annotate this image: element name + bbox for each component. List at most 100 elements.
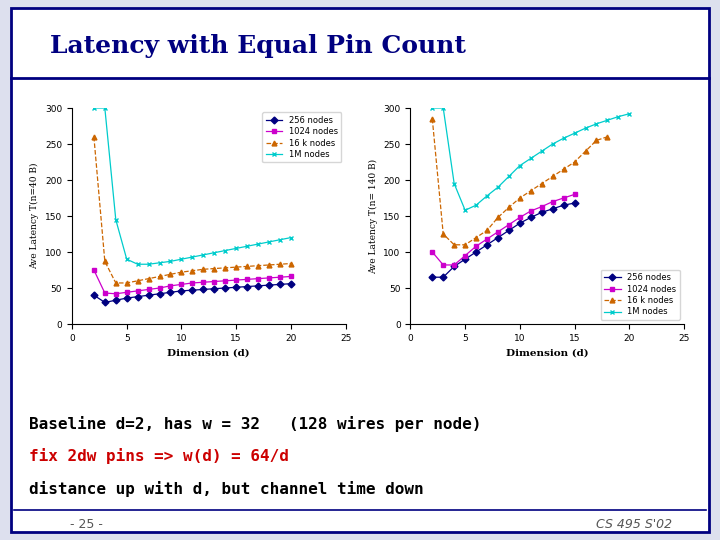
- 1M nodes: [144, 261, 153, 267]
- 1M nodes: [133, 261, 142, 267]
- 1M nodes: [581, 125, 590, 131]
- 1M nodes: [516, 163, 524, 169]
- 16 k nodes: [450, 241, 459, 248]
- 256 nodes: [276, 281, 284, 288]
- 16 k nodes: [570, 159, 579, 165]
- 1M nodes: [188, 254, 197, 260]
- 256 nodes: [482, 241, 491, 248]
- 1024 nodes: [559, 195, 568, 201]
- 16 k nodes: [253, 262, 262, 269]
- 256 nodes: [199, 286, 207, 293]
- 1024 nodes: [287, 273, 295, 280]
- 1M nodes: [101, 105, 109, 111]
- 16 k nodes: [526, 187, 535, 194]
- X-axis label: Dimension (d): Dimension (d): [168, 348, 250, 357]
- 1024 nodes: [243, 276, 251, 282]
- 1024 nodes: [112, 291, 120, 297]
- 16 k nodes: [428, 116, 436, 122]
- 256 nodes: [505, 227, 513, 234]
- 1M nodes: [156, 260, 164, 266]
- 1024 nodes: [232, 277, 240, 284]
- 1M nodes: [232, 245, 240, 252]
- 16 k nodes: [516, 195, 524, 201]
- 1M nodes: [243, 243, 251, 249]
- 1024 nodes: [494, 228, 503, 235]
- 1024 nodes: [156, 285, 164, 291]
- 256 nodes: [428, 274, 436, 280]
- 1M nodes: [287, 234, 295, 241]
- 256 nodes: [570, 200, 579, 206]
- 256 nodes: [472, 249, 480, 255]
- 1024 nodes: [549, 198, 557, 205]
- 256 nodes: [166, 289, 175, 295]
- 1M nodes: [166, 258, 175, 265]
- Line: 256 nodes: 256 nodes: [91, 281, 293, 305]
- 1M nodes: [526, 155, 535, 161]
- 1024 nodes: [144, 286, 153, 293]
- 1M nodes: [210, 249, 219, 256]
- 1M nodes: [592, 120, 600, 127]
- 1M nodes: [625, 111, 634, 117]
- 1M nodes: [482, 193, 491, 199]
- 1M nodes: [603, 117, 612, 124]
- Text: Baseline d=2, has w = 32   (128 wires per node): Baseline d=2, has w = 32 (128 wires per …: [29, 416, 481, 432]
- 1M nodes: [276, 237, 284, 243]
- 256 nodes: [516, 220, 524, 226]
- 16 k nodes: [221, 265, 230, 271]
- 16 k nodes: [101, 258, 109, 265]
- 1M nodes: [122, 256, 131, 262]
- 256 nodes: [253, 282, 262, 289]
- 1024 nodes: [133, 288, 142, 294]
- 1M nodes: [614, 113, 623, 120]
- Text: distance up with d, but channel time down: distance up with d, but channel time dow…: [29, 481, 423, 497]
- 256 nodes: [439, 274, 448, 280]
- 16 k nodes: [156, 273, 164, 280]
- 1M nodes: [253, 241, 262, 247]
- Y-axis label: Ave Latency T(n= 140 B): Ave Latency T(n= 140 B): [369, 158, 378, 274]
- 1M nodes: [112, 217, 120, 223]
- 16 k nodes: [122, 280, 131, 286]
- 1024 nodes: [166, 282, 175, 289]
- 1024 nodes: [516, 214, 524, 221]
- 1M nodes: [428, 105, 436, 111]
- Line: 16 k nodes: 16 k nodes: [91, 134, 293, 286]
- 256 nodes: [549, 206, 557, 212]
- 1024 nodes: [570, 191, 579, 198]
- 16 k nodes: [494, 214, 503, 221]
- 16 k nodes: [287, 260, 295, 267]
- Legend: 256 nodes, 1024 nodes, 16 k nodes, 1M nodes: 256 nodes, 1024 nodes, 16 k nodes, 1M no…: [262, 112, 341, 163]
- 1M nodes: [199, 252, 207, 258]
- 256 nodes: [101, 299, 109, 306]
- 16 k nodes: [461, 241, 469, 248]
- 1M nodes: [265, 239, 274, 245]
- Legend: 256 nodes, 1024 nodes, 16 k nodes, 1M nodes: 256 nodes, 1024 nodes, 16 k nodes, 1M no…: [600, 269, 680, 320]
- 1024 nodes: [276, 274, 284, 280]
- 256 nodes: [89, 292, 98, 299]
- 256 nodes: [526, 214, 535, 221]
- 1024 nodes: [450, 262, 459, 268]
- 1M nodes: [461, 207, 469, 213]
- 1024 nodes: [428, 249, 436, 255]
- 1024 nodes: [253, 275, 262, 282]
- 256 nodes: [232, 284, 240, 291]
- 1M nodes: [505, 173, 513, 180]
- Text: CS 495 S'02: CS 495 S'02: [595, 518, 672, 531]
- 16 k nodes: [505, 204, 513, 211]
- Line: 1M nodes: 1M nodes: [91, 105, 293, 267]
- 1024 nodes: [122, 289, 131, 295]
- 16 k nodes: [581, 148, 590, 154]
- 256 nodes: [537, 209, 546, 215]
- 16 k nodes: [439, 231, 448, 237]
- 256 nodes: [210, 286, 219, 292]
- 1M nodes: [450, 180, 459, 187]
- 16 k nodes: [592, 137, 600, 144]
- 16 k nodes: [603, 133, 612, 140]
- 1024 nodes: [188, 280, 197, 286]
- 1024 nodes: [265, 275, 274, 281]
- 1024 nodes: [101, 290, 109, 296]
- 16 k nodes: [210, 265, 219, 272]
- 16 k nodes: [549, 173, 557, 180]
- 16 k nodes: [133, 278, 142, 284]
- 256 nodes: [177, 288, 186, 294]
- 1024 nodes: [199, 279, 207, 286]
